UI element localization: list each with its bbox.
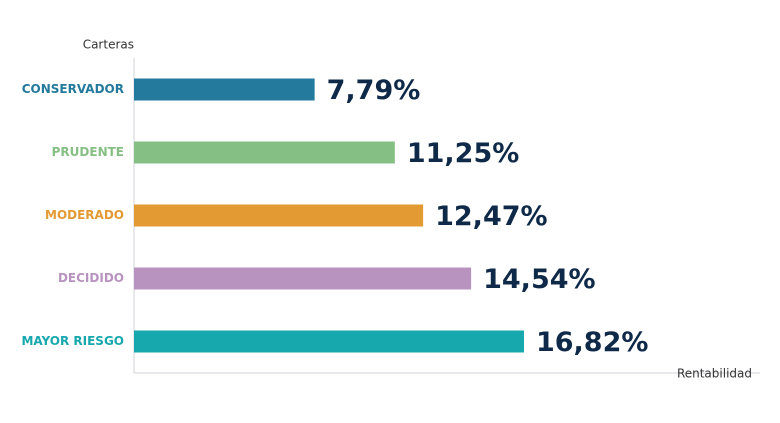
value-label: 14,54% bbox=[483, 264, 595, 295]
category-label: MODERADO bbox=[45, 208, 124, 222]
bar bbox=[134, 204, 424, 227]
bar bbox=[134, 330, 524, 353]
category-label: CONSERVADOR bbox=[22, 82, 124, 96]
value-label: 12,47% bbox=[435, 201, 547, 232]
y-axis-title: Carteras bbox=[83, 38, 134, 52]
x-axis-title: Rentabilidad bbox=[677, 367, 752, 381]
value-label: 7,79% bbox=[327, 75, 421, 106]
bar bbox=[134, 267, 472, 290]
category-label: MAYOR RIESGO bbox=[21, 334, 124, 348]
category-label: PRUDENTE bbox=[52, 145, 124, 159]
value-label: 16,82% bbox=[536, 327, 648, 358]
category-label: DECIDIDO bbox=[58, 271, 124, 285]
value-label: 11,25% bbox=[407, 138, 519, 169]
bar bbox=[134, 78, 315, 101]
bar bbox=[134, 141, 395, 164]
